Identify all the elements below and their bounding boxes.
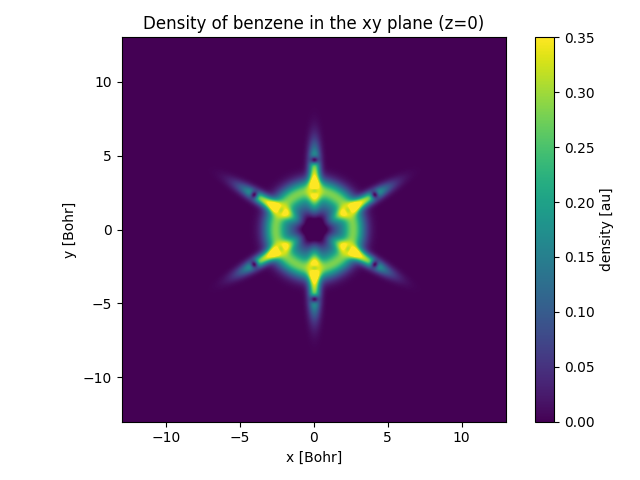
Y-axis label: density [au]: density [au]	[600, 188, 614, 271]
Y-axis label: y [Bohr]: y [Bohr]	[63, 202, 77, 258]
X-axis label: x [Bohr]: x [Bohr]	[285, 451, 342, 465]
Title: Density of benzene in the xy plane (z=0): Density of benzene in the xy plane (z=0)	[143, 15, 484, 33]
